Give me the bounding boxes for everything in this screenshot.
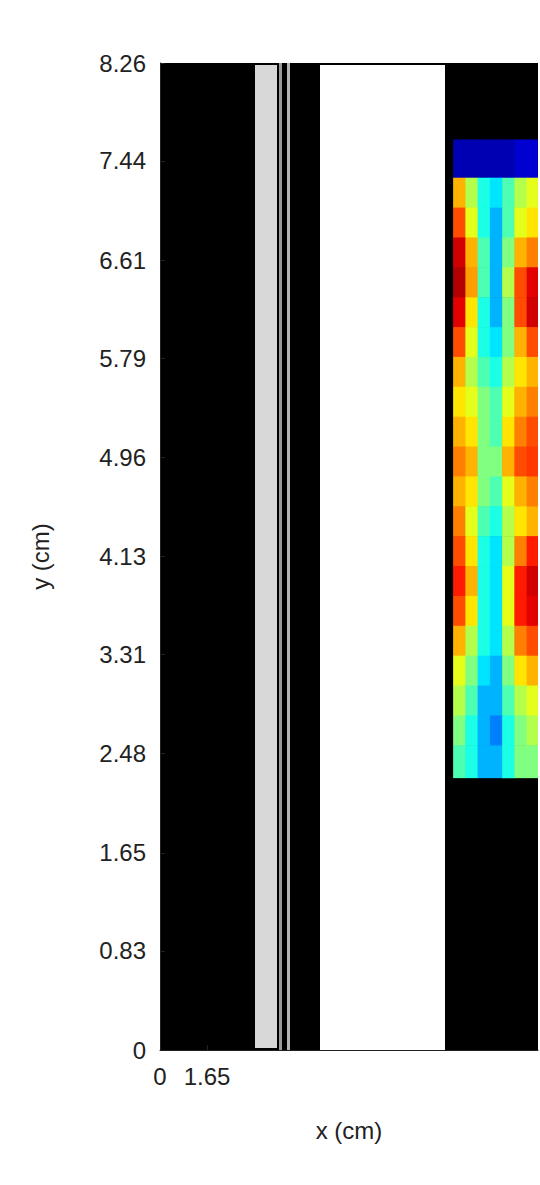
svg-text:1.65: 1.65 <box>99 839 146 866</box>
svg-text:8.26: 8.26 <box>99 50 146 77</box>
svg-text:5.79: 5.79 <box>99 345 146 372</box>
svg-text:3.31: 3.31 <box>99 641 146 668</box>
svg-text:x (cm): x (cm) <box>316 1117 383 1144</box>
svg-text:2.48: 2.48 <box>99 740 146 767</box>
svg-text:0: 0 <box>153 1063 166 1090</box>
svg-text:6.61: 6.61 <box>99 247 146 274</box>
svg-text:y (cm): y (cm) <box>27 523 54 590</box>
svg-text:1.65: 1.65 <box>184 1063 231 1090</box>
svg-text:4.96: 4.96 <box>99 444 146 471</box>
svg-text:7.44: 7.44 <box>99 147 146 174</box>
svg-text:4.13: 4.13 <box>99 543 146 570</box>
svg-text:0: 0 <box>133 1037 146 1064</box>
svg-text:0.83: 0.83 <box>99 937 146 964</box>
